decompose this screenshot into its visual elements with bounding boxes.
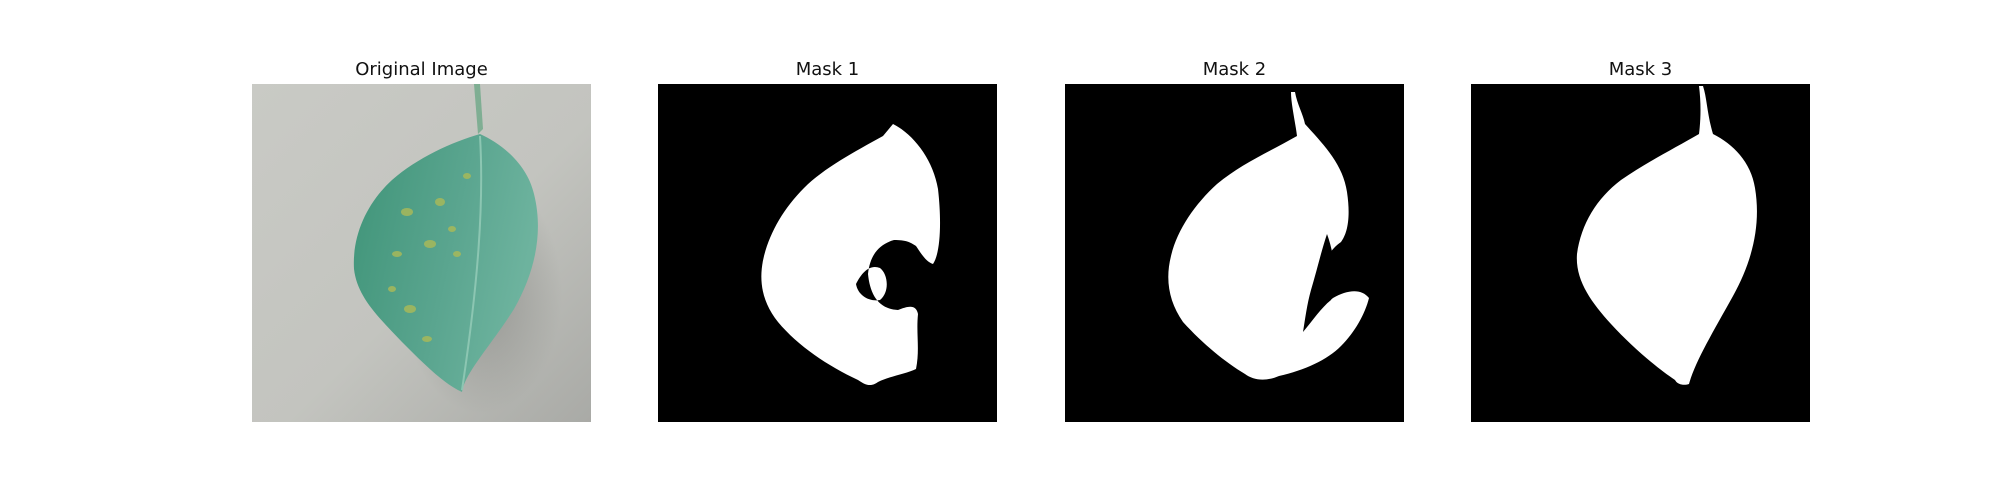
mask-region — [761, 124, 941, 386]
leaf-photo — [252, 84, 591, 422]
mask-2-image — [1065, 84, 1404, 422]
panel-title: Original Image — [355, 59, 488, 80]
mask-1-image — [658, 84, 997, 422]
panel-title: Mask 3 — [1608, 59, 1673, 80]
mask-hole — [1303, 234, 1335, 332]
mask-region — [1576, 86, 1757, 385]
leaf-midrib — [461, 135, 483, 391]
mask-region — [1168, 92, 1369, 380]
leaf-stem — [474, 84, 483, 134]
panel-title: Mask 1 — [795, 59, 860, 80]
mask-3-image — [1471, 84, 1810, 422]
leaf-spots — [388, 173, 471, 342]
panel-title: Mask 2 — [1202, 59, 1267, 80]
leaf — [353, 134, 538, 392]
